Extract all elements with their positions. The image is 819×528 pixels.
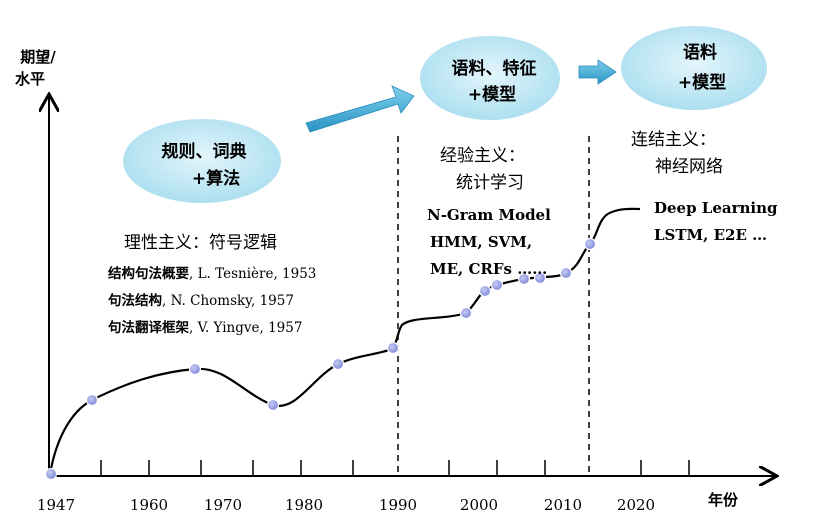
transition-arrow-2 [578,59,617,85]
connectionism-title-line2: 神经网络 [655,157,723,177]
milestone-point [331,357,345,371]
milestone-point [517,272,531,286]
x-tick-label: 1970 [204,496,242,514]
empiricism-methods: N-Gram Model HMM, SVM, ME, CRFs …… [427,206,551,278]
milestone-point [559,266,573,280]
y-axis-label-line2: 水平 [15,70,45,88]
milestone-point [266,398,280,412]
milestone-point [583,237,597,251]
x-tick-labels: 1947 1960 1970 1980 1990 2000 2010 2020 [37,496,655,514]
rationalism-references: 结构句法概要, L. Tesnière, 1953 句法结构, N. Choms… [108,265,316,336]
connectionism-title-line1: 连结主义： [631,130,716,150]
bubble-corpus-model [621,26,767,110]
bubble-corpus-features-line2: +模型 [468,84,516,105]
bubble-rules-dictionary [123,119,281,203]
empiricism-title-line2: 统计学习 [456,173,524,193]
reference-item: 结构句法概要, L. Tesnière, 1953 [108,265,316,282]
rationalism-title: 理性主义：符号逻辑 [124,233,277,253]
milestone-point [188,362,202,376]
method-item: N-Gram Model [427,206,551,224]
x-tick-label: 2020 [617,496,655,514]
x-tick-label: 1960 [130,496,168,514]
bubble-corpus-features-line1: 语料、特征 [452,58,537,79]
bubble-rules-line1: 规则、词典 [162,141,247,162]
x-tick-label: 2010 [544,496,582,514]
milestone-point [44,467,58,481]
milestone-point [386,341,400,355]
bubble-corpus-model-line2: +模型 [678,72,726,93]
milestone-point [533,271,547,285]
x-tick-label: 2000 [460,496,498,514]
x-axis-ticks [100,460,690,476]
milestone-points [44,237,597,481]
y-axis-label-line1: 期望/ [20,48,56,66]
method-item: ME, CRFs …… [430,260,547,278]
reference-item: 句法结构, N. Chomsky, 1957 [108,292,294,309]
transition-arrow-1 [305,85,415,133]
x-tick-label: 1990 [379,496,417,514]
progress-curve [48,207,641,475]
method-item: LSTM, E2E … [654,226,767,244]
milestone-point [85,393,99,407]
method-item: Deep Learning [654,199,778,217]
reference-item: 句法翻译框架, V. Yingve, 1957 [108,319,302,336]
bubble-rules-line2: +算法 [192,168,240,189]
milestone-point [490,278,504,292]
bubble-corpus-features [420,36,560,120]
empiricism-title-line1: 经验主义： [440,146,525,166]
x-axis-label: 年份 [708,491,739,509]
x-tick-label: 1980 [285,496,323,514]
method-item: HMM, SVM, [430,233,532,251]
connectionism-methods: Deep Learning LSTM, E2E … [654,199,778,244]
x-tick-label: 1947 [37,496,75,514]
bubble-corpus-model-line1: 语料 [683,42,717,63]
milestone-point [478,284,492,298]
milestone-point [459,306,473,320]
